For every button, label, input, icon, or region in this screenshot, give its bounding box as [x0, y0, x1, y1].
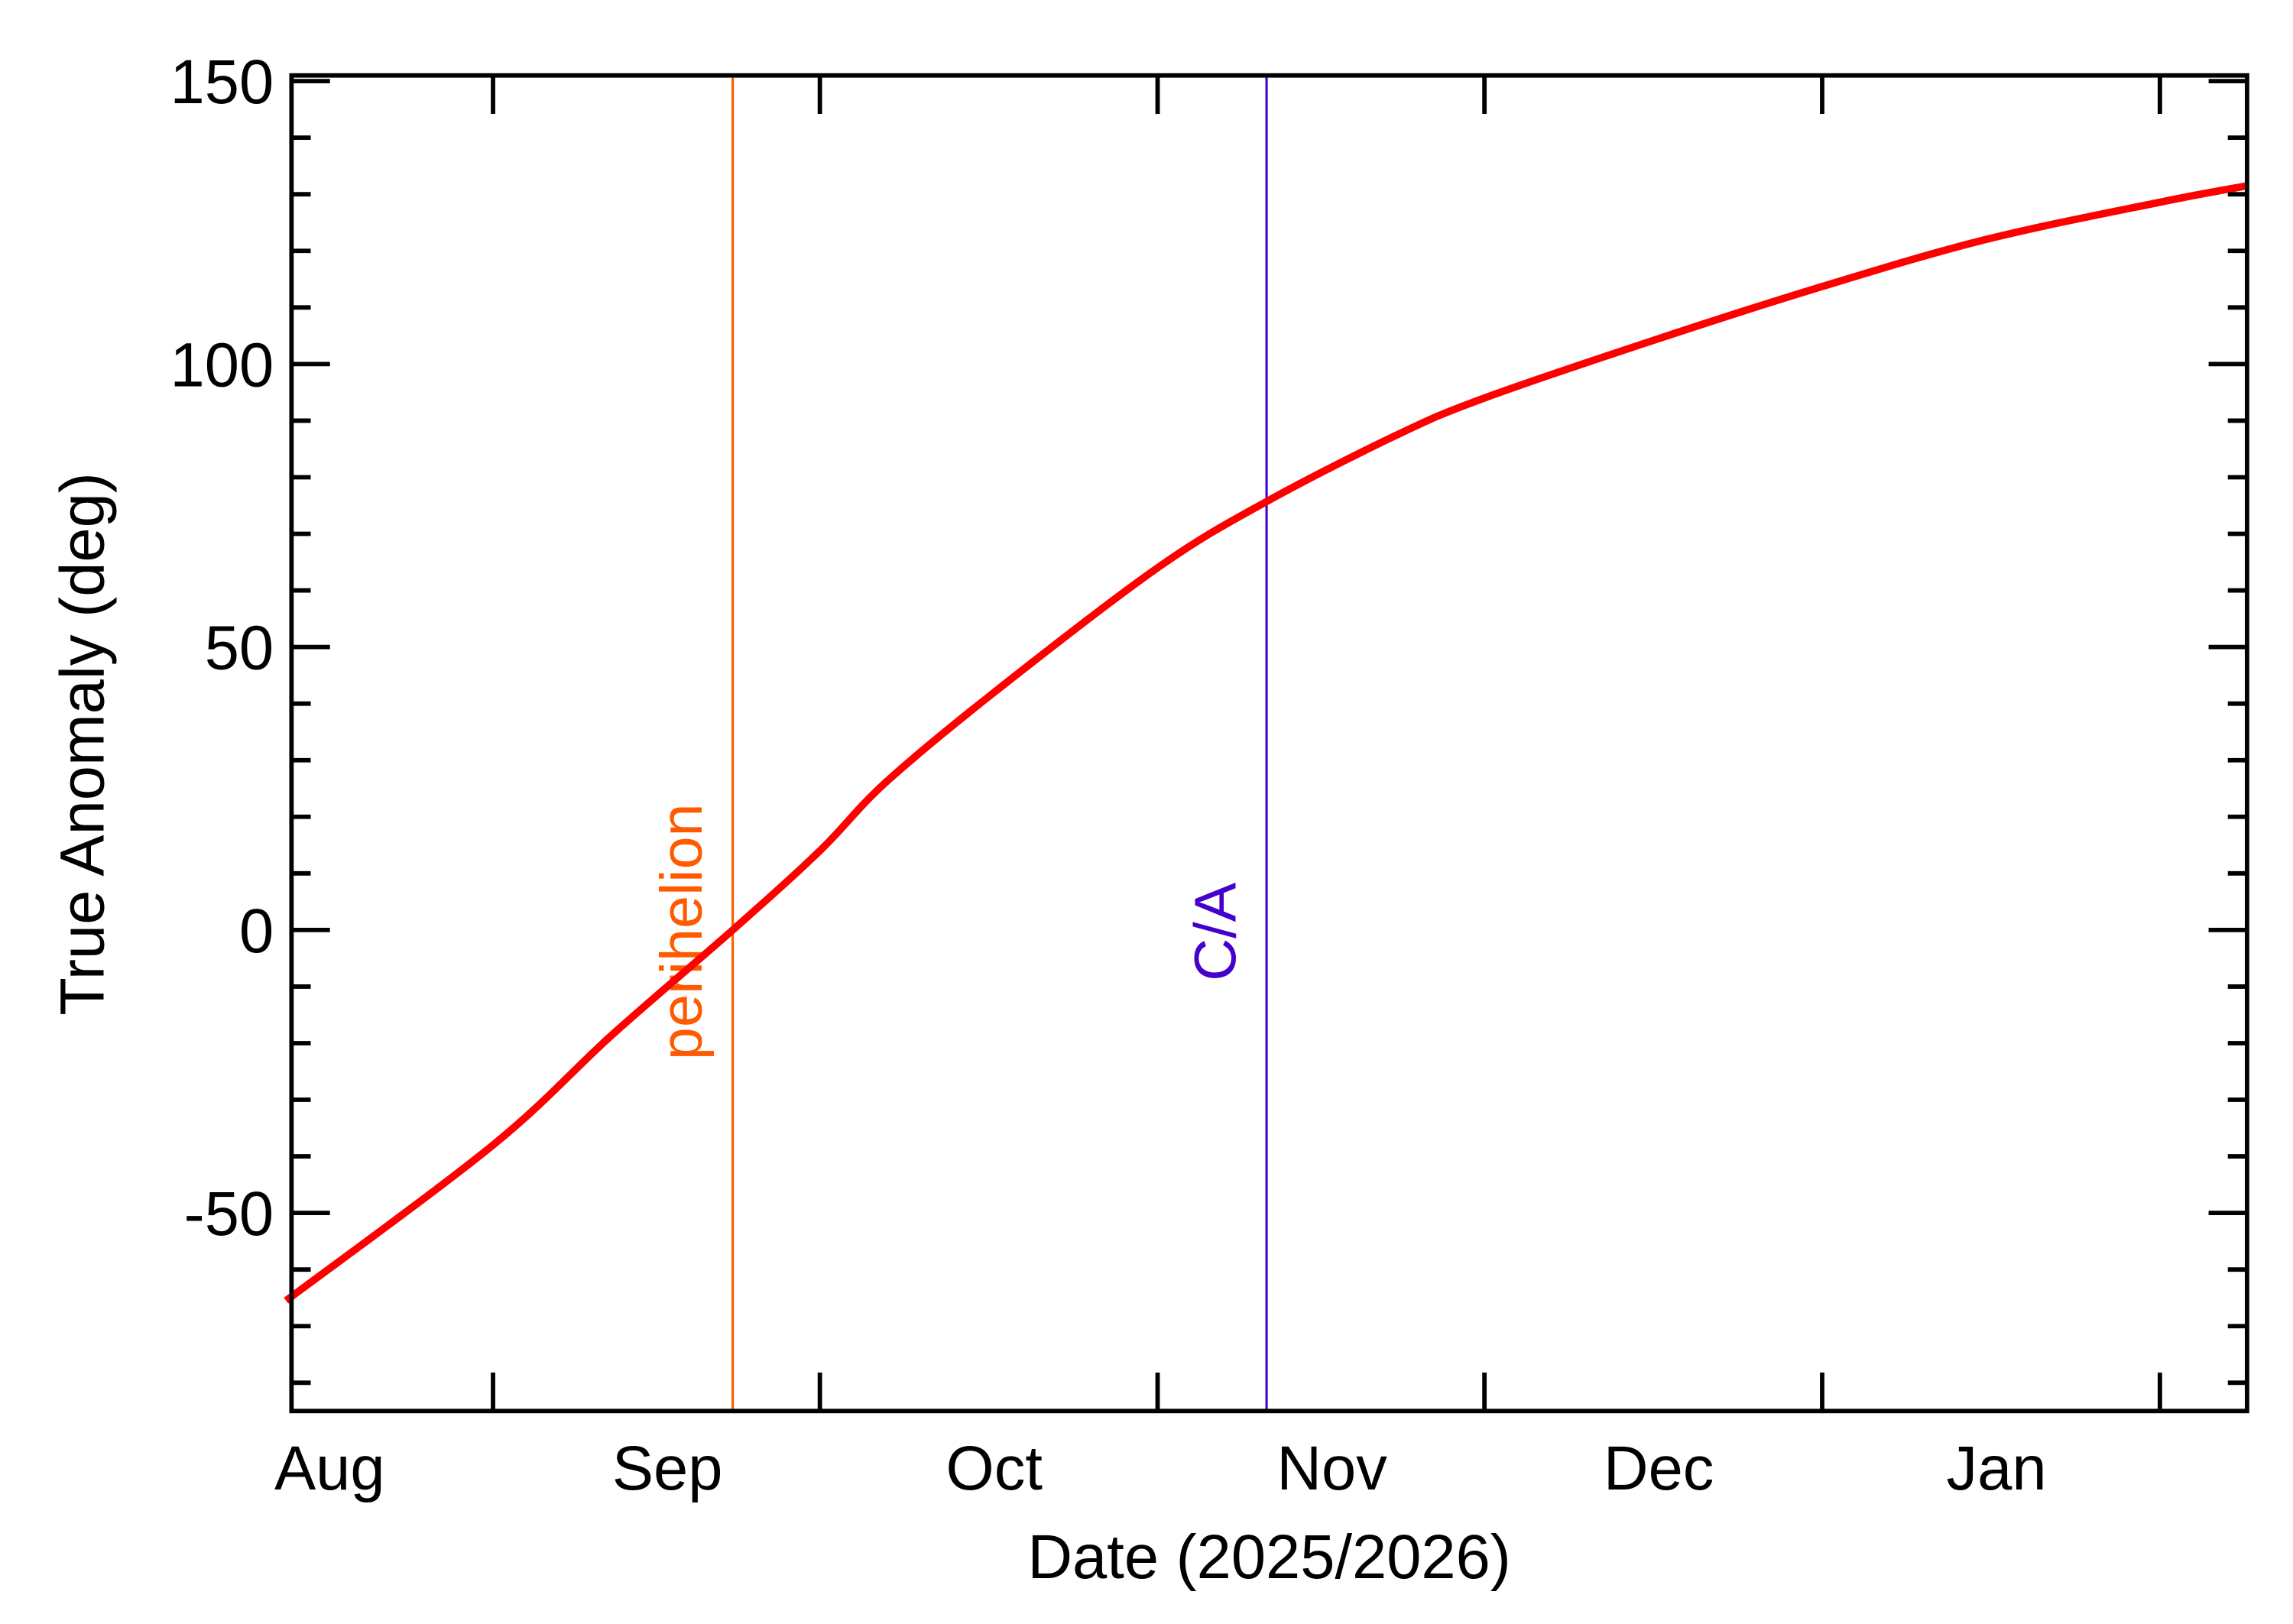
x-tick-label: Sep [612, 1434, 723, 1503]
y-tick-label: 0 [239, 896, 274, 966]
tick-labels: -50 0 50 100 150 Aug Sep Oct Nov Dec Jan [170, 47, 2047, 1503]
y-axis-label: True Anomaly (deg) [48, 472, 118, 1016]
y-tick-label: 150 [170, 47, 274, 117]
series-group [284, 182, 2248, 1304]
y-tick-label: 100 [170, 330, 274, 400]
y-tick-label: -50 [184, 1179, 274, 1249]
annotation-label: C/A [1182, 882, 1248, 981]
x-tick-label: Jan [1947, 1434, 2047, 1503]
y-tick-label: 50 [205, 614, 274, 683]
x-tick-label: Nov [1276, 1434, 1387, 1503]
x-tick-label: Aug [274, 1434, 385, 1503]
axis-ticks [291, 75, 2247, 1412]
plot-frame [289, 73, 2249, 1414]
annotation-label: perihelion [649, 803, 715, 1060]
x-tick-label: Dec [1604, 1434, 1714, 1503]
annotation-lines: perihelion C/A [649, 75, 1268, 1412]
true-anomaly-line [284, 182, 2248, 1304]
x-axis-label: Date (2025/2026) [1027, 1522, 1511, 1592]
x-tick-label: Oct [946, 1434, 1043, 1503]
